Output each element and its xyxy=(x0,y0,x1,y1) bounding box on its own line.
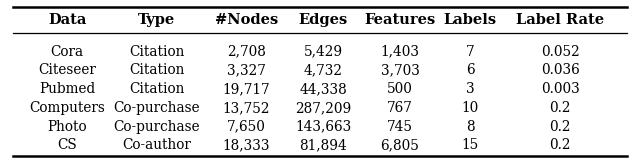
Text: 81,894: 81,894 xyxy=(300,138,347,152)
Text: 2,708: 2,708 xyxy=(227,45,266,59)
Text: Labels: Labels xyxy=(444,13,497,27)
Text: 10: 10 xyxy=(462,101,479,115)
Text: Co-purchase: Co-purchase xyxy=(113,101,200,115)
Text: #Nodes: #Nodes xyxy=(215,13,278,27)
Text: 6,805: 6,805 xyxy=(381,138,419,152)
Text: Computers: Computers xyxy=(29,101,105,115)
Text: 3,703: 3,703 xyxy=(381,63,419,77)
Text: 44,338: 44,338 xyxy=(300,82,347,96)
Text: 1,403: 1,403 xyxy=(381,45,419,59)
Text: Data: Data xyxy=(48,13,86,27)
Text: 4,732: 4,732 xyxy=(304,63,342,77)
Text: Co-purchase: Co-purchase xyxy=(113,120,200,134)
Text: 7: 7 xyxy=(466,45,475,59)
Text: Label Rate: Label Rate xyxy=(516,13,604,27)
Text: 0.052: 0.052 xyxy=(541,45,579,59)
Text: 3: 3 xyxy=(466,82,475,96)
Text: 8: 8 xyxy=(466,120,475,134)
Text: Cora: Cora xyxy=(51,45,84,59)
Text: Citation: Citation xyxy=(129,82,184,96)
Text: 0.2: 0.2 xyxy=(549,138,571,152)
Text: Type: Type xyxy=(138,13,175,27)
Text: 18,333: 18,333 xyxy=(223,138,270,152)
Text: 500: 500 xyxy=(387,82,413,96)
Text: CS: CS xyxy=(58,138,77,152)
Text: 0.036: 0.036 xyxy=(541,63,579,77)
Text: 767: 767 xyxy=(387,101,413,115)
Text: Features: Features xyxy=(364,13,436,27)
Text: 15: 15 xyxy=(462,138,479,152)
Text: 7,650: 7,650 xyxy=(227,120,266,134)
Text: 0.2: 0.2 xyxy=(549,120,571,134)
Text: 0.003: 0.003 xyxy=(541,82,579,96)
Text: Citation: Citation xyxy=(129,63,184,77)
Text: 6: 6 xyxy=(466,63,475,77)
Text: 5,429: 5,429 xyxy=(303,45,343,59)
Text: 143,663: 143,663 xyxy=(295,120,351,134)
Text: 745: 745 xyxy=(387,120,413,134)
Text: Edges: Edges xyxy=(299,13,348,27)
Text: 3,327: 3,327 xyxy=(227,63,266,77)
Text: Citeseer: Citeseer xyxy=(38,63,96,77)
Text: Photo: Photo xyxy=(47,120,87,134)
Text: 19,717: 19,717 xyxy=(223,82,270,96)
Text: Citation: Citation xyxy=(129,45,184,59)
Text: 287,209: 287,209 xyxy=(295,101,351,115)
Text: 13,752: 13,752 xyxy=(223,101,270,115)
Text: Pubmed: Pubmed xyxy=(39,82,95,96)
Text: Co-author: Co-author xyxy=(122,138,191,152)
Text: 0.2: 0.2 xyxy=(549,101,571,115)
